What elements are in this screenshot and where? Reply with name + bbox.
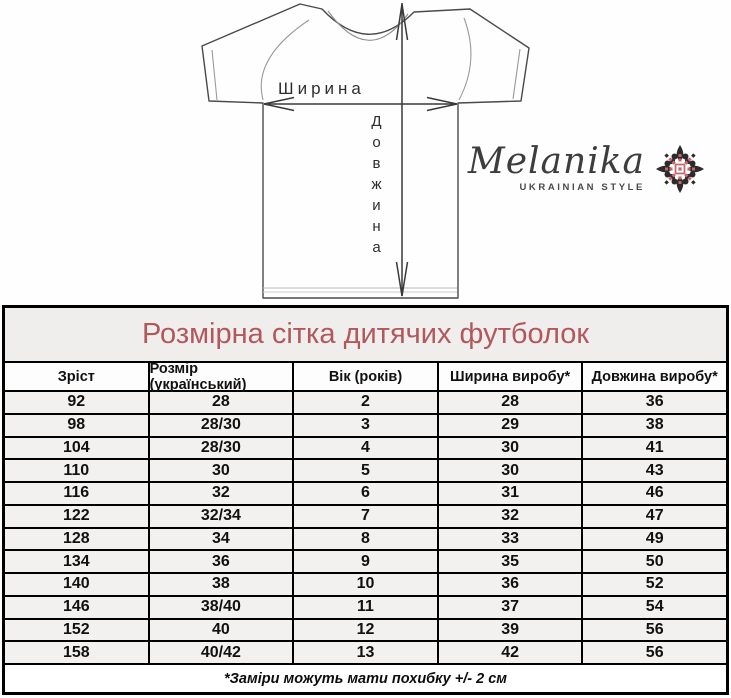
table-cell: 47: [583, 505, 726, 527]
table-cell: 30: [149, 460, 293, 481]
table-cell: 40: [149, 619, 293, 641]
table-cell: 30: [438, 460, 582, 481]
table-cell: 28/30: [149, 437, 293, 459]
width-label: Ширина: [278, 79, 365, 98]
table-cell: 152: [5, 619, 148, 641]
table-cell: 122: [5, 505, 148, 527]
table-cell: 128: [5, 528, 148, 550]
length-label: Довжина: [368, 113, 385, 260]
folk-ornament-icon: [656, 145, 704, 193]
brand-name: Melanika: [467, 141, 645, 183]
brand-logo: Melanika UKRAINIAN STYLE: [468, 142, 707, 196]
table-cell: 32: [438, 505, 582, 527]
size-table: Розмірна сітка дитячих футболок Зріст Ро…: [2, 305, 729, 695]
table-cell: 13: [294, 642, 437, 663]
column-header-length: Довжина виробу*: [583, 363, 726, 390]
table-cell: 28: [438, 392, 582, 413]
length-arrow: [395, 3, 409, 297]
table-cell: 54: [583, 596, 726, 618]
table-cell: 38: [149, 574, 293, 595]
brand-tagline: UKRAINIAN STYLE: [519, 181, 645, 193]
table-cell: 6: [294, 483, 437, 504]
table-title: Розмірна сітка дитячих футболок: [5, 308, 726, 361]
table-cell: 32/34: [149, 505, 293, 527]
column-header-age: Вік (років): [294, 363, 437, 390]
table-cell: 50: [583, 551, 726, 572]
table-cell: 56: [583, 619, 726, 641]
table-cell: 31: [438, 483, 582, 504]
table-cell: 34: [149, 528, 293, 550]
table-cell: 11: [294, 596, 437, 618]
table-cell: 49: [583, 528, 726, 550]
table-cell: 3: [294, 414, 437, 436]
table-cell: 146: [5, 596, 148, 618]
table-cell: 8: [294, 528, 437, 550]
table-cell: 42: [438, 642, 582, 663]
table-cell: 38: [583, 414, 726, 436]
table-footnote: *Заміри можуть мати похибку +/- 2 см: [5, 665, 726, 692]
table-cell: 4: [294, 437, 437, 459]
table-cell: 29: [438, 414, 582, 436]
column-header-width: Ширина виробу*: [438, 363, 582, 390]
table-cell: 10: [294, 574, 437, 595]
width-arrow: [263, 96, 458, 112]
table-cell: 52: [583, 574, 726, 595]
column-header-size: Розмір (український): [149, 361, 293, 393]
table-cell: 158: [5, 642, 148, 663]
table-cell: 28/30: [149, 414, 293, 436]
table-cell: 134: [5, 551, 148, 572]
table-cell: 33: [438, 528, 582, 550]
table-cell: 38/40: [149, 596, 293, 618]
table-cell: 43: [583, 460, 726, 481]
table-cell: 37: [438, 596, 582, 618]
table-cell: 41: [583, 437, 726, 459]
table-cell: 104: [5, 437, 148, 459]
table-cell: 9: [294, 551, 437, 572]
table-cell: 116: [5, 483, 148, 504]
table-cell: 2: [294, 392, 437, 413]
table-cell: 46: [583, 483, 726, 504]
table-cell: 56: [583, 642, 726, 663]
table-cell: 7: [294, 505, 437, 527]
table-cell: 110: [5, 460, 148, 481]
table-cell: 35: [438, 551, 582, 572]
table-cell: 32: [149, 483, 293, 504]
table-cell: 28: [149, 392, 293, 413]
table-cell: 30: [438, 437, 582, 459]
table-cell: 5: [294, 460, 437, 481]
table-cell: 39: [438, 619, 582, 641]
table-cell: 36: [149, 551, 293, 572]
table-cell: 12: [294, 619, 437, 641]
table-cell: 98: [5, 414, 148, 436]
table-cell: 140: [5, 574, 148, 595]
table-cell: 36: [583, 392, 726, 413]
table-cell: 40/42: [149, 642, 293, 663]
tshirt-outline-drawing: [201, 3, 530, 299]
column-header-height: Зріст: [5, 363, 148, 390]
table-cell: 92: [5, 392, 148, 413]
tshirt-diagram: Ширина Довжина Melanika UKRAINIAN STYLE: [0, 0, 731, 305]
table-cell: 36: [438, 574, 582, 595]
